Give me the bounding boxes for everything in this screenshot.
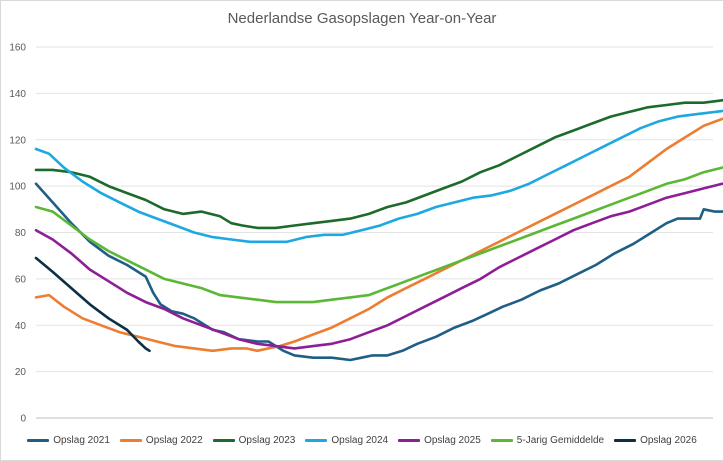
legend-item-opslag-2023: Opslag 2023 (212, 435, 296, 446)
legend-swatch (614, 439, 637, 442)
y-tick-label: 140 (9, 89, 26, 100)
legend-item-opslag-2022: Opslag 2022 (119, 435, 203, 446)
legend-label: Opslag 2024 (331, 435, 389, 446)
y-tick-label: 120 (9, 135, 26, 146)
legend-item-opslag-2025: Opslag 2025 (398, 435, 481, 446)
legend-label: Opslag 2025 (424, 435, 481, 446)
y-tick-label: 80 (15, 228, 27, 239)
legend-label: 5-Jarig Gemiddelde (516, 435, 605, 446)
series-line-opslag-2023 (34, 98, 723, 230)
legend-item-opslag-2024: Opslag 2024 (305, 435, 388, 446)
y-tick-label: 100 (9, 182, 26, 193)
series-line-5-jarig-gemiddelde (34, 166, 723, 304)
legend-swatch (27, 439, 50, 442)
y-tick-label: 40 (15, 321, 27, 332)
legend-swatch (119, 439, 142, 442)
legend-swatch (305, 439, 328, 442)
y-tick-label: 0 (20, 414, 26, 425)
chart-title: Nederlandse Gasopslagen Year-on-Year (227, 10, 497, 27)
legend-item-opslag-2021: Opslag 2021 (27, 435, 110, 446)
series-line-opslag-2025 (34, 182, 723, 350)
legend-label: Opslag 2026 (640, 435, 697, 446)
legend-label: Opslag 2023 (238, 435, 296, 446)
y-axis-ticks: 0 20 40 60 80 100 120 140 160 (9, 43, 26, 425)
series-line-opslag-2026 (34, 256, 151, 353)
chart-legend: Opslag 2021 Opslag 2022 Opslag 2023 Opslag … (1, 435, 723, 446)
legend-swatch (490, 439, 513, 442)
legend-swatch (212, 439, 235, 442)
y-tick-label: 20 (15, 367, 27, 378)
gridlines (36, 46, 713, 419)
legend-label: Opslag 2021 (53, 435, 110, 446)
legend-swatch (398, 439, 421, 442)
legend-item-opslag-2026: Opslag 2026 (614, 435, 697, 446)
series-line-opslag-2022 (34, 117, 723, 353)
y-tick-label: 60 (15, 274, 27, 285)
series-line-opslag-2024 (34, 109, 723, 244)
series-lines (34, 98, 723, 362)
y-tick-label: 160 (9, 43, 26, 54)
legend-item-5-jarig-gemiddelde: 5-Jarig Gemiddelde (490, 435, 605, 446)
legend-label: Opslag 2022 (145, 435, 203, 446)
series-line-opslag-2021 (34, 182, 723, 362)
